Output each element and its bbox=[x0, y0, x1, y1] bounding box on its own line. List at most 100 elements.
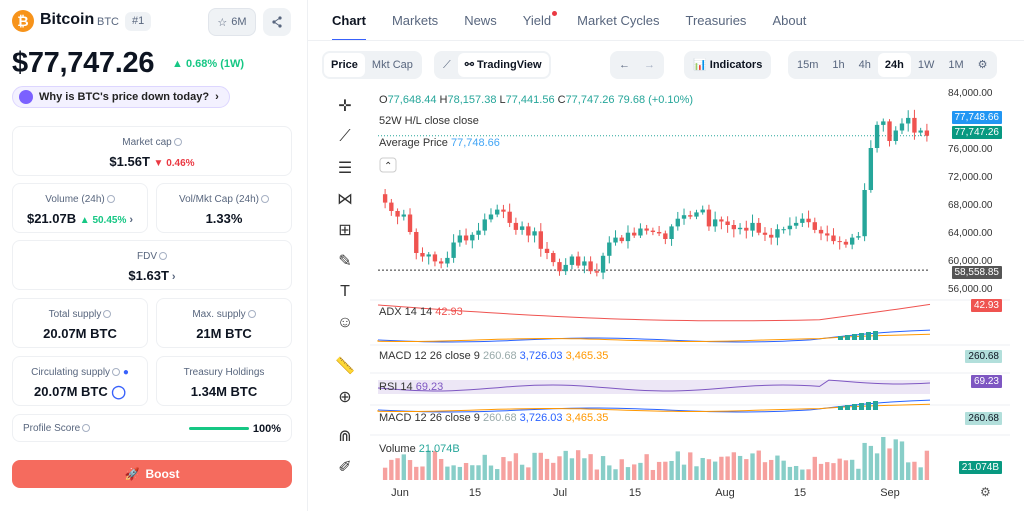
watchlist-button[interactable]: ☆ 6M bbox=[208, 8, 256, 36]
candle bbox=[862, 190, 867, 237]
interval-24h[interactable]: 24h bbox=[877, 53, 911, 77]
emoji-icon[interactable]: ☺ bbox=[336, 313, 354, 331]
volume-bar bbox=[613, 469, 618, 480]
info-icon[interactable] bbox=[82, 424, 91, 432]
interval-1m[interactable]: 1M bbox=[948, 59, 964, 71]
volume-bar bbox=[625, 467, 631, 480]
interval-1h[interactable]: 1h bbox=[832, 59, 845, 71]
candle bbox=[482, 219, 487, 231]
vol-mkt-cap-card: Vol/Mkt Cap (24h) 1.33% bbox=[156, 183, 292, 233]
line-chart-icon[interactable]: ⟋ bbox=[443, 59, 451, 71]
profile-score-bar bbox=[189, 427, 249, 430]
tab-treasuries[interactable]: Treasuries bbox=[685, 13, 747, 28]
interval-15m[interactable]: 15m bbox=[797, 59, 819, 71]
candle bbox=[712, 219, 718, 227]
volume-bar bbox=[812, 456, 817, 480]
magnet-icon[interactable]: ⋒ bbox=[338, 427, 352, 445]
y-tick-label: 72,000.00 bbox=[948, 172, 993, 183]
share-button[interactable] bbox=[263, 8, 291, 36]
volume-bar bbox=[769, 459, 774, 480]
candle bbox=[532, 231, 537, 236]
volume-card[interactable]: Volume (24h) $21.07B ▲ 50.45% › bbox=[12, 183, 148, 233]
coin-symbol: BTC bbox=[97, 16, 119, 28]
text-icon[interactable]: T bbox=[340, 282, 350, 300]
verified-icon: ● bbox=[122, 367, 129, 378]
rsi-tag: 69.23 bbox=[970, 375, 1002, 388]
price-mktcap-toggle: Price Mkt Cap bbox=[322, 51, 422, 79]
tab-yield[interactable]: Yield bbox=[523, 11, 558, 28]
lock-pencil-icon[interactable]: ✐ bbox=[338, 458, 352, 476]
x-tick-label: Sep bbox=[880, 487, 900, 499]
arrow-right-icon[interactable]: → bbox=[644, 59, 655, 71]
arrow-left-icon[interactable]: ← bbox=[619, 59, 630, 71]
volume-bar bbox=[843, 460, 849, 480]
volume-bar bbox=[382, 467, 388, 480]
crosshair-icon[interactable]: ✛ bbox=[338, 97, 352, 115]
tradingview-toggle[interactable]: ⚯ TradingView bbox=[457, 53, 549, 77]
rank-badge: #1 bbox=[125, 12, 152, 31]
volume-bar bbox=[881, 436, 886, 480]
fib-icon[interactable]: ⊞ bbox=[338, 221, 352, 239]
info-icon[interactable] bbox=[106, 195, 115, 204]
brush-icon[interactable]: ✎ bbox=[338, 252, 352, 270]
volume-bar bbox=[906, 462, 911, 480]
info-icon[interactable] bbox=[103, 310, 112, 319]
rsi-legend: RSI 14 69.23 bbox=[379, 381, 444, 393]
candle bbox=[569, 256, 575, 265]
candle bbox=[843, 241, 849, 245]
candle bbox=[800, 218, 805, 223]
horizontal-lines-icon[interactable]: ☰ bbox=[337, 159, 353, 177]
y-tick-label: 68,000.00 bbox=[948, 200, 993, 211]
adx-legend: ADX 14 14 42.93 bbox=[379, 306, 463, 318]
volume-bar bbox=[775, 455, 780, 480]
volume-bar bbox=[594, 469, 600, 480]
price-toggle[interactable]: Price bbox=[324, 53, 365, 77]
indicators-button[interactable]: 📊 Indicators bbox=[693, 59, 763, 71]
volume-bar bbox=[887, 448, 892, 480]
tab-news[interactable]: News bbox=[464, 13, 497, 28]
volume-bar bbox=[650, 469, 656, 480]
interval-4h[interactable]: 4h bbox=[858, 59, 871, 71]
candle bbox=[812, 222, 817, 230]
settings-sliders-icon[interactable]: ⚙ bbox=[977, 59, 988, 71]
tab-market-cycles[interactable]: Market Cycles bbox=[577, 13, 660, 28]
info-icon[interactable] bbox=[173, 138, 182, 147]
candle bbox=[793, 222, 799, 226]
pattern-icon[interactable]: ⋈ bbox=[337, 190, 353, 208]
x-tick-label: 15 bbox=[629, 487, 641, 499]
info-icon[interactable] bbox=[261, 195, 270, 204]
candle bbox=[650, 230, 656, 232]
price-chart[interactable]: 84,000.00 76,000.00 72,000.00 68,000.00 64,0… bbox=[370, 85, 1010, 503]
tab-about[interactable]: About bbox=[772, 13, 807, 28]
volume-bar bbox=[825, 462, 830, 480]
market-cap-card: Market cap $1.56T ▼ 0.46% bbox=[12, 126, 292, 176]
tab-bar: Chart Markets News Yield Market Cycles T… bbox=[332, 11, 832, 41]
tab-chart[interactable]: Chart bbox=[332, 13, 366, 41]
interval-1w[interactable]: 1W bbox=[917, 59, 935, 71]
boost-button[interactable]: 🚀 Boost bbox=[12, 460, 292, 488]
zoom-in-icon[interactable]: ⊕ bbox=[338, 388, 352, 406]
info-icon[interactable] bbox=[247, 310, 256, 319]
mktcap-toggle[interactable]: Mkt Cap bbox=[371, 59, 413, 71]
candle bbox=[831, 235, 836, 242]
tab-markets[interactable]: Markets bbox=[391, 13, 439, 28]
candle bbox=[575, 256, 581, 266]
low-price-tag: 58,558.85 bbox=[951, 266, 1002, 279]
candle bbox=[663, 233, 668, 239]
ruler-icon[interactable]: 📏 bbox=[335, 357, 355, 375]
trend-line-icon[interactable]: ⟋ bbox=[339, 127, 351, 145]
candle bbox=[407, 214, 413, 232]
macd-histogram-bar bbox=[866, 402, 871, 410]
macd-histogram-bar bbox=[873, 401, 878, 410]
candle bbox=[744, 227, 749, 231]
chart-panel: Chart Markets News Yield Market Cycles T… bbox=[308, 0, 1024, 511]
volume-bar bbox=[519, 464, 525, 480]
info-icon[interactable] bbox=[159, 252, 167, 261]
fdv-card[interactable]: FDV $1.63T › bbox=[12, 240, 292, 290]
volume-bar bbox=[632, 464, 637, 480]
why-price-down-button[interactable]: Why is BTC's price down today? › bbox=[12, 86, 230, 108]
macd-histogram-bar bbox=[866, 332, 871, 340]
volume-bar bbox=[476, 465, 481, 480]
info-icon[interactable] bbox=[112, 368, 121, 377]
volume-bar bbox=[744, 459, 749, 480]
